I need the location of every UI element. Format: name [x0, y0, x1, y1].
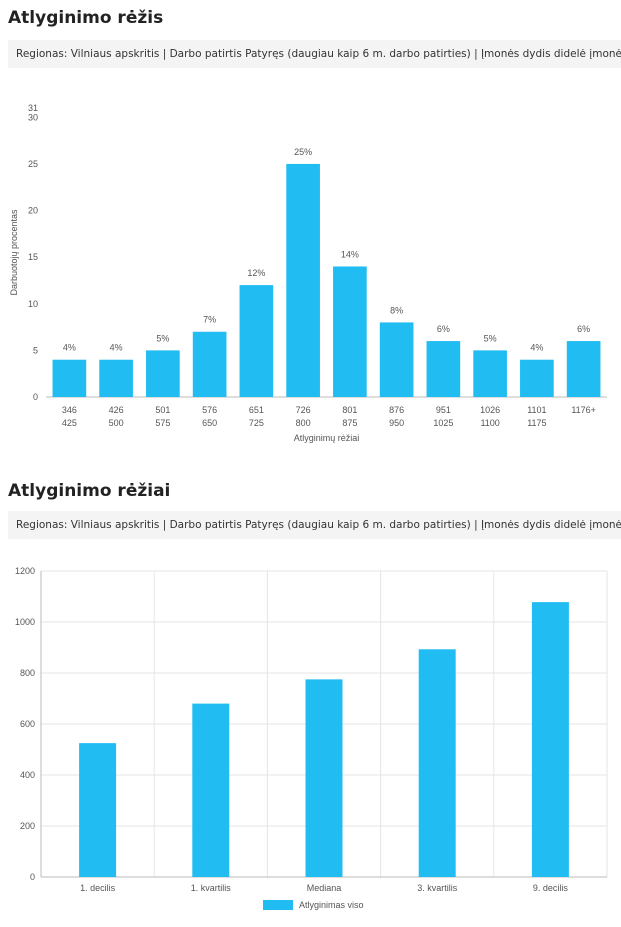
x-tick-label: 950: [389, 418, 404, 428]
histogram-bar: [239, 285, 274, 397]
data-label: 12%: [247, 268, 265, 278]
x-tick-label: 651: [249, 405, 264, 415]
y-tick-label: 31: [28, 103, 38, 113]
data-label: 6%: [437, 324, 450, 334]
histogram-bar: [192, 331, 227, 397]
y-tick-label: 400: [20, 770, 35, 780]
x-tick-label: 1. kvartilis: [191, 883, 232, 893]
y-tick-label: 800: [20, 668, 35, 678]
x-tick-label: 426: [109, 405, 124, 415]
y-tick-label: 15: [28, 252, 38, 262]
x-tick-label: 576: [202, 405, 217, 415]
y-tick-label: 10: [28, 299, 38, 309]
x-tick-label: 1026: [480, 405, 500, 415]
histogram-bar: [379, 322, 414, 397]
y-tick-label: 1000: [15, 617, 35, 627]
y-tick-label: 200: [20, 821, 35, 831]
data-label: 5%: [484, 333, 497, 343]
legend-swatch: [263, 900, 293, 910]
data-label: 4%: [530, 343, 543, 353]
histogram-bar: [520, 359, 554, 397]
y-tick-label: 0: [33, 392, 38, 402]
y-tick-label: 600: [20, 719, 35, 729]
section-title-salary-ranges: Atlyginimo rėžiai: [8, 481, 171, 501]
histogram-bar: [333, 266, 367, 397]
data-label: 8%: [390, 305, 403, 315]
y-tick-label: 20: [28, 206, 38, 216]
quantile-bar: [79, 743, 117, 877]
y-tick-label: 1200: [15, 566, 35, 576]
histogram-bar: [426, 341, 461, 397]
data-label: 5%: [156, 333, 169, 343]
x-tick-label: 951: [436, 405, 451, 415]
histogram-bar: [146, 350, 180, 397]
x-tick-label: 500: [109, 418, 124, 428]
data-label: 25%: [294, 147, 312, 157]
x-tick-label: 876: [389, 405, 404, 415]
x-tick-label: 1101: [527, 405, 546, 415]
histogram-bar: [99, 359, 133, 397]
x-tick-label: 726: [296, 405, 311, 415]
x-tick-label: 1175: [527, 418, 546, 428]
x-tick-label: 425: [62, 418, 77, 428]
data-label: 7%: [203, 315, 216, 325]
section-title-salary-range: Atlyginimo rėžis: [8, 8, 164, 28]
x-tick-label: 725: [249, 418, 264, 428]
x-tick-label: 1176+: [571, 405, 596, 415]
filter-summary: Regionas: Vilniaus apskritis | Darbo pat…: [8, 511, 621, 539]
x-tick-label: 650: [202, 418, 217, 428]
histogram-bar: [286, 163, 320, 397]
quantile-bar: [418, 649, 456, 877]
data-label: 4%: [110, 343, 123, 353]
histogram-bar: [566, 341, 601, 397]
y-tick-label: 5: [33, 345, 38, 355]
x-tick-label: 800: [296, 418, 311, 428]
x-tick-label: 1025: [433, 418, 453, 428]
y-axis-title: Darbuotojų procentas: [9, 209, 19, 296]
quantile-bar: [531, 602, 569, 877]
x-tick-label: 575: [155, 418, 170, 428]
y-tick-label: 30: [28, 112, 38, 122]
data-label: 14%: [341, 249, 359, 259]
y-tick-label: 25: [28, 159, 38, 169]
x-tick-label: 9. decilis: [533, 883, 569, 893]
histogram-bar: [52, 359, 87, 397]
x-tick-label: 875: [342, 418, 357, 428]
data-label: 6%: [577, 324, 590, 334]
quantile-bar: [305, 679, 343, 877]
x-tick-label: 501: [155, 405, 170, 415]
x-tick-label: 346: [62, 405, 77, 415]
x-tick-label: 1100: [480, 418, 499, 428]
legend-label: Atlyginimas viso: [299, 900, 364, 910]
x-axis-title: Atlyginimų rėžiai: [294, 433, 360, 443]
x-tick-label: 1. decilis: [80, 883, 116, 893]
histogram-bar: [473, 350, 507, 397]
x-tick-label: 801: [342, 405, 357, 415]
x-tick-label: Mediana: [307, 883, 342, 893]
y-tick-label: 0: [30, 872, 35, 882]
data-label: 4%: [63, 343, 76, 353]
filter-summary: Regionas: Vilniaus apskritis | Darbo pat…: [8, 40, 621, 68]
quantile-bar: [192, 703, 230, 877]
x-tick-label: 3. kvartilis: [417, 883, 458, 893]
